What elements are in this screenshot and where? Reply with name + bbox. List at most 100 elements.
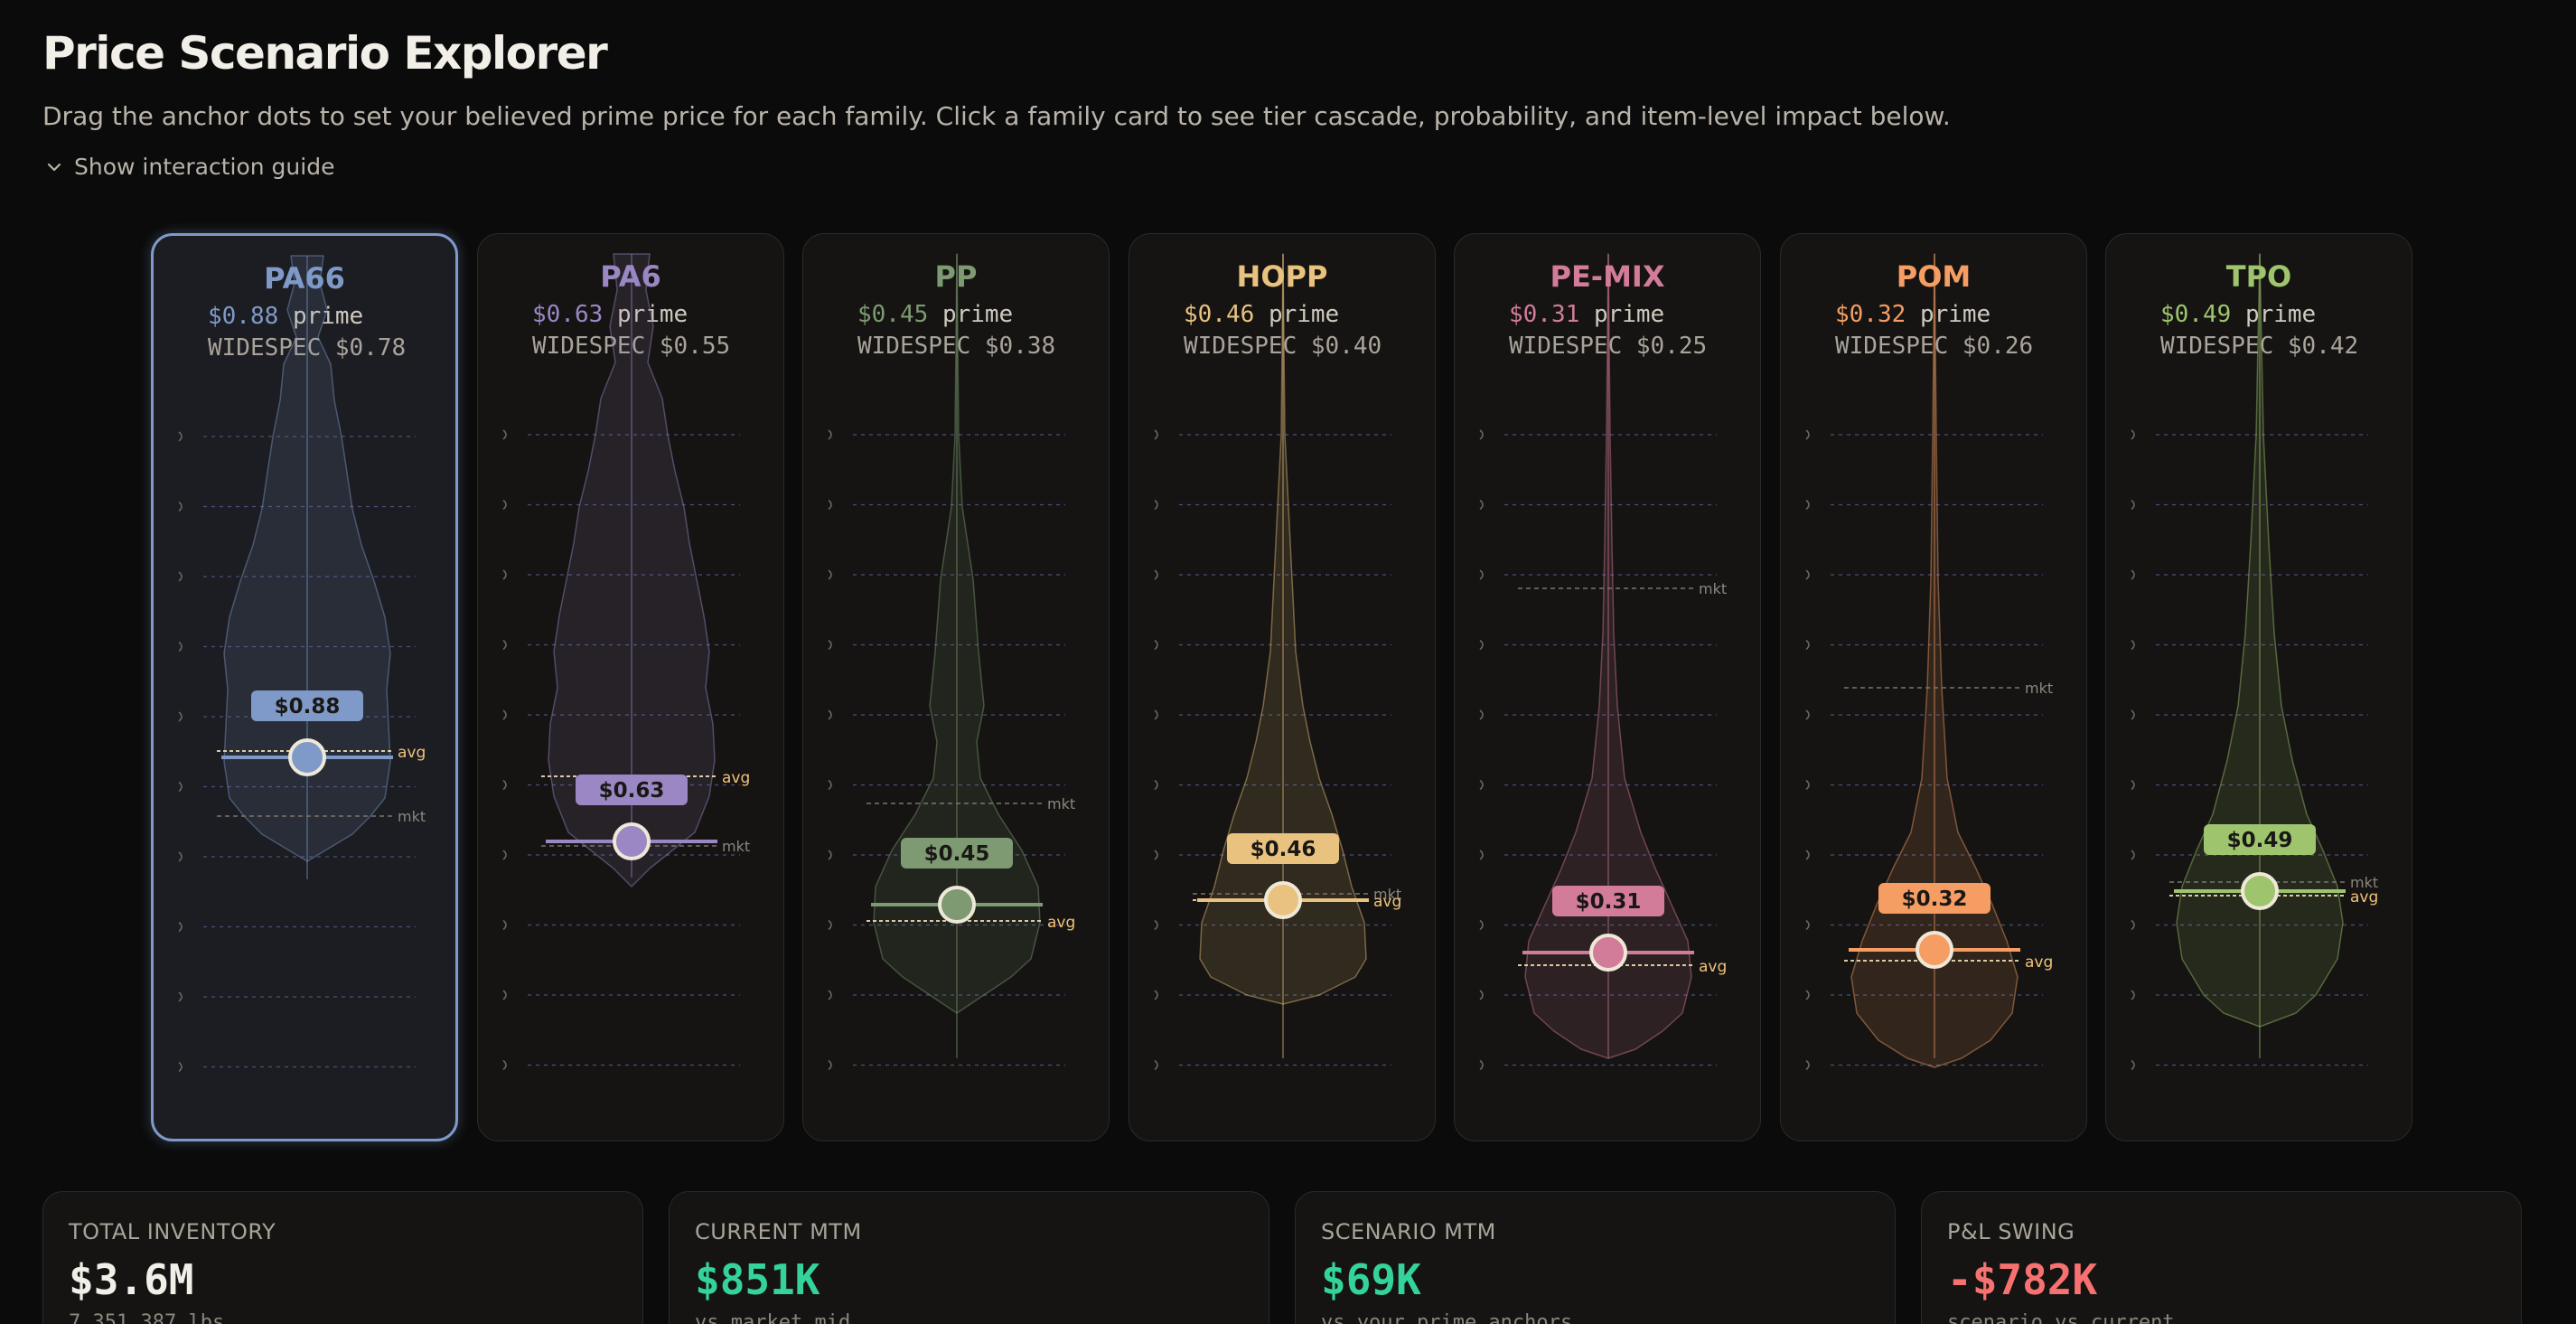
anchor-drag-handle[interactable] xyxy=(938,886,976,924)
axis-tick xyxy=(178,711,183,722)
prime-value: $0.45 xyxy=(857,301,929,328)
family-card-pa6[interactable]: PA6 $0.63 prime WIDESPEC $0.55 mkt avg $0.63 xyxy=(477,233,784,1141)
axis-tick xyxy=(828,850,832,860)
axis-tick xyxy=(1805,639,1810,651)
prime-label: prime xyxy=(1593,301,1665,328)
prime-label: prime xyxy=(941,301,1014,328)
axis-tick xyxy=(2131,919,2135,931)
axis-tick xyxy=(178,991,183,1002)
chevron-down-icon xyxy=(47,163,61,171)
axis-tick xyxy=(1479,779,1484,791)
axis-tick xyxy=(2131,709,2135,720)
prime-price: $0.45 prime xyxy=(857,301,1013,328)
anchor-drag-handle[interactable] xyxy=(1589,934,1627,972)
axis-tick xyxy=(828,779,832,791)
metric-sub: vs market mid xyxy=(695,1311,851,1324)
market-price-label: mkt xyxy=(398,808,426,825)
family-name: PP xyxy=(803,259,1109,294)
axis-tick xyxy=(828,709,832,720)
axis-tick xyxy=(1805,499,1810,511)
family-card-pp[interactable]: PP $0.45 prime WIDESPEC $0.38 mkt avg $0.45 xyxy=(802,233,1110,1141)
anchor-drag-handle[interactable] xyxy=(2241,872,2279,910)
axis-tick xyxy=(502,639,507,651)
family-name: PA6 xyxy=(478,259,783,294)
axis-tick xyxy=(502,429,507,440)
metric-value: $3.6M xyxy=(69,1255,194,1304)
axis-tick xyxy=(178,781,183,793)
widespec-value: $0.40 xyxy=(1310,333,1382,360)
family-name: HOPP xyxy=(1236,259,1328,294)
axis-tick xyxy=(1805,709,1810,720)
price-distribution-violin: mkt avg $0.63 xyxy=(502,253,750,1071)
axis-tick xyxy=(1805,779,1810,791)
prime-label: prime xyxy=(616,301,688,328)
family-card-hopp[interactable]: HOPP $0.46 prime WIDESPEC $0.40 mkt avg $0.46 xyxy=(1129,233,1436,1141)
prime-label: prime xyxy=(1268,301,1340,328)
widespec-label: WIDESPEC xyxy=(1509,333,1623,360)
anchor-price-label: $0.45 xyxy=(924,842,990,866)
prime-price: $0.88 prime xyxy=(208,303,363,330)
widespec-label: WIDESPEC xyxy=(532,333,646,360)
family-card-pom[interactable]: POM $0.32 prime WIDESPEC $0.26 mkt avg $0.32 xyxy=(1780,233,2087,1141)
price-distribution-violin: mkt avg $0.45 xyxy=(828,253,1075,1071)
anchor-drag-handle[interactable] xyxy=(1264,881,1302,919)
anchor-drag-handle[interactable] xyxy=(1916,931,1953,969)
axis-tick xyxy=(1479,1059,1484,1071)
metric-scenario-mtm: SCENARIO MTM $69K vs your prime anchors xyxy=(1295,1191,1896,1324)
family-card-pe-mix[interactable]: PE-MIX $0.31 prime WIDESPEC $0.25 mkt avg $0.… xyxy=(1454,233,1761,1141)
prime-price: $0.49 prime xyxy=(2160,301,2316,328)
axis-tick xyxy=(502,779,507,791)
axis-tick xyxy=(178,571,183,582)
axis-tick xyxy=(1154,850,1158,860)
axis-tick xyxy=(502,919,507,931)
axis-tick xyxy=(1154,639,1158,651)
axis-tick xyxy=(178,641,183,653)
prime-value: $0.46 xyxy=(1184,301,1255,328)
axis-tick xyxy=(828,569,832,580)
family-name: TPO xyxy=(2106,259,2412,294)
metric-label: CURRENT MTM xyxy=(695,1219,862,1244)
widespec-label: WIDESPEC xyxy=(208,334,322,362)
metric-total-inventory: TOTAL INVENTORY $3.6M 7,351,387 lbs xyxy=(42,1191,643,1324)
average-price-label: avg xyxy=(722,769,750,787)
market-price-label: mkt xyxy=(1699,580,1727,597)
metric-value: -$782K xyxy=(1947,1255,2098,1304)
axis-tick xyxy=(178,431,183,442)
anchor-drag-handle[interactable] xyxy=(613,822,651,860)
anchor-price-tag xyxy=(251,690,363,721)
metric-label: TOTAL INVENTORY xyxy=(69,1219,276,1244)
anchor-price-tag xyxy=(901,838,1013,869)
axis-tick xyxy=(1154,709,1158,720)
family-card-pa66[interactable]: PA66 $0.88 prime WIDESPEC $0.78 mkt avg $0.88 xyxy=(151,233,458,1141)
prime-value: $0.32 xyxy=(1835,301,1906,328)
metric-current-mtm: CURRENT MTM $851K vs market mid xyxy=(669,1191,1269,1324)
interaction-guide-toggle[interactable]: Show interaction guide xyxy=(45,154,334,180)
anchor-drag-handle[interactable] xyxy=(288,738,326,776)
prime-label: prime xyxy=(292,303,364,330)
metric-sub: vs your prime anchors xyxy=(1321,1311,1573,1324)
average-price-label: avg xyxy=(1699,958,1727,976)
axis-tick xyxy=(1479,709,1484,720)
anchor-price-tag xyxy=(1878,883,1991,914)
axis-tick xyxy=(1154,569,1158,580)
widespec-price: WIDESPEC $0.55 xyxy=(532,333,730,360)
page-subtitle: Drag the anchor dots to set your believe… xyxy=(42,101,1951,131)
prime-price: $0.63 prime xyxy=(532,301,688,328)
anchor-price-tag xyxy=(1552,886,1664,916)
axis-tick xyxy=(828,1059,832,1071)
anchor-price-label: $0.32 xyxy=(1902,887,1968,911)
axis-tick xyxy=(1805,990,1810,1000)
axis-tick xyxy=(2131,1059,2135,1071)
axis-tick xyxy=(1805,569,1810,580)
prime-label: prime xyxy=(1919,301,1991,328)
widespec-value: $0.55 xyxy=(659,333,731,360)
metric-label: SCENARIO MTM xyxy=(1321,1219,1496,1244)
average-price-label: avg xyxy=(2350,888,2378,906)
axis-tick xyxy=(1154,990,1158,1000)
prime-value: $0.49 xyxy=(2160,301,2232,328)
axis-tick xyxy=(1479,919,1484,931)
axis-tick xyxy=(502,1059,507,1071)
